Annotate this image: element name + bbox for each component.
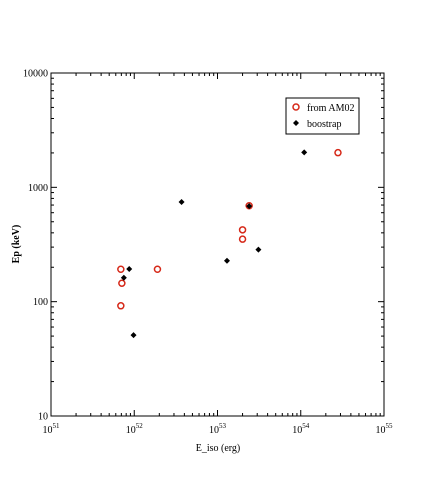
legend-marker-from-am02 [292, 103, 300, 111]
boostrap-point [120, 274, 127, 281]
x-tick-label-exponent: 53 [219, 422, 227, 430]
x-tick-label-base: 10 [209, 425, 219, 436]
data-points [117, 148, 342, 339]
boostrap-point [223, 257, 230, 264]
y-tick-label: 100 [33, 297, 48, 308]
legend: from AM02 boostrap [285, 97, 360, 135]
x-axis-title: E_iso (erg) [196, 443, 241, 454]
am02-point [238, 226, 247, 234]
legend-label-boostrap: boostrap [307, 119, 341, 130]
y-tick-label: 10 [38, 412, 48, 423]
y-axis-title: Ep (keV) [11, 225, 22, 264]
boostrap-point [301, 149, 308, 156]
am02-point [334, 148, 342, 157]
x-tick-label-exponent: 52 [136, 422, 144, 430]
am02-point [153, 265, 162, 274]
y-axis-ticks: 10 100 1000 10000 [23, 69, 384, 423]
am02-point [117, 302, 125, 310]
x-tick-label-exponent: 54 [302, 422, 310, 430]
x-tick-label-exponent: 55 [386, 422, 394, 430]
x-tick-label-base: 10 [292, 425, 302, 436]
am02-point [238, 235, 247, 243]
x-axis-ticks: 1051 1052 1053 1054 1055 [43, 73, 394, 436]
x-tick-label: 1052 [126, 422, 144, 436]
boostrap-point [255, 246, 262, 253]
x-tick-label-exponent: 51 [53, 422, 61, 430]
x-tick-label-base: 10 [126, 425, 136, 436]
y-tick-label: 1000 [28, 183, 48, 194]
boostrap-point [178, 198, 185, 205]
x-tick-label: 1054 [292, 422, 310, 436]
legend-label-from-am02: from AM02 [307, 103, 355, 114]
boostrap-point [126, 266, 133, 273]
x-tick-label: 1055 [376, 422, 394, 436]
boostrap-point [246, 203, 253, 210]
legend-marker-boostrap [293, 120, 299, 126]
x-tick-label: 1053 [209, 422, 227, 436]
x-tick-label: 1051 [43, 422, 61, 436]
y-tick-label: 10000 [23, 69, 48, 80]
x-tick-label-base: 10 [43, 425, 53, 436]
am02-point [117, 265, 125, 274]
am02-point [118, 279, 126, 287]
x-tick-label-base: 10 [376, 425, 386, 436]
boostrap-point [130, 332, 137, 339]
